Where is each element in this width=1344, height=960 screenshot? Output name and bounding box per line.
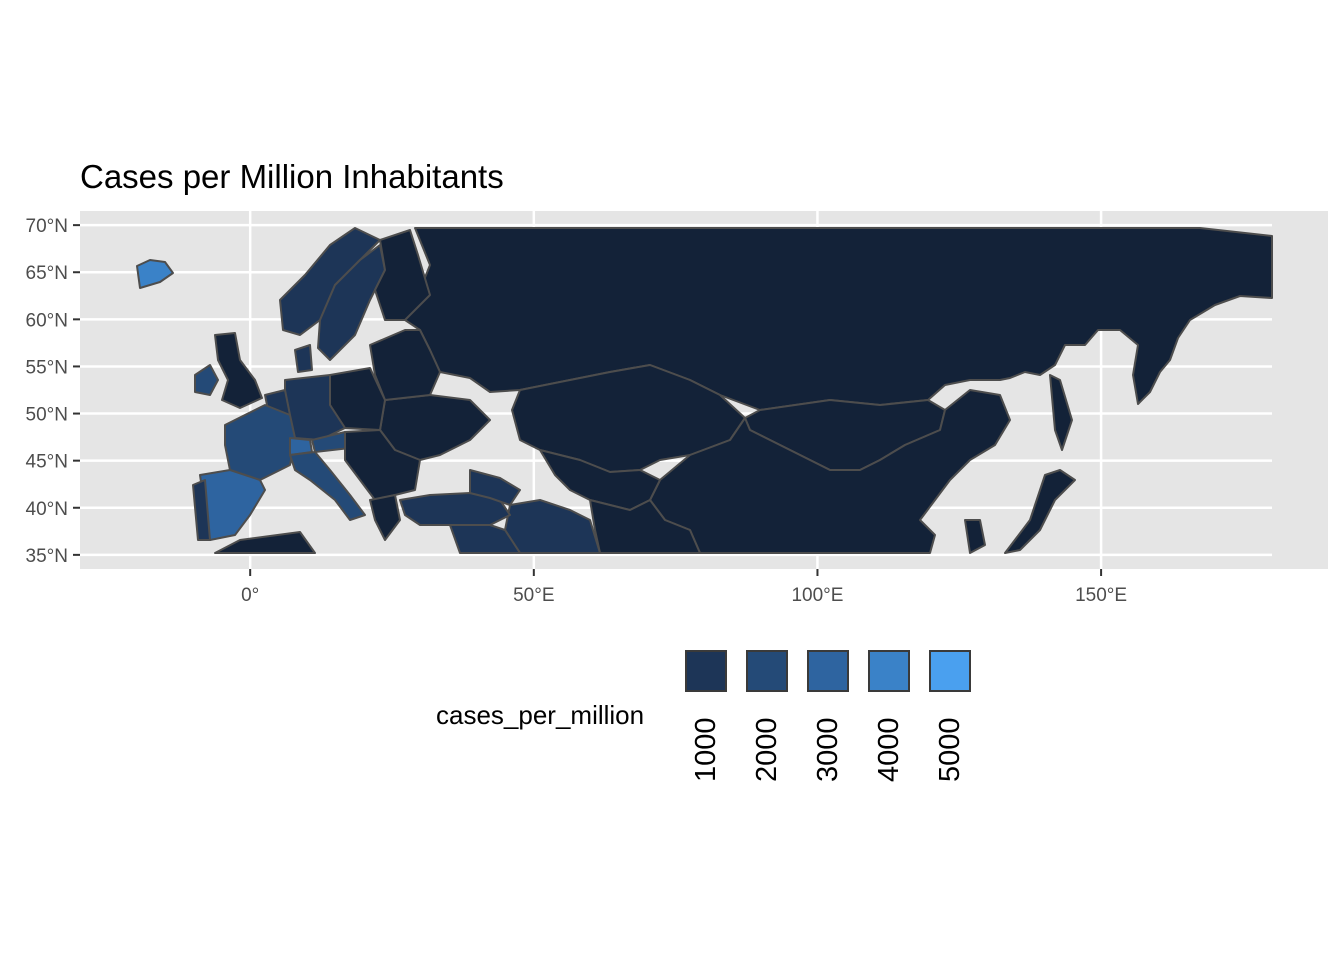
country-ireland bbox=[194, 364, 219, 396]
legend-key-label: 5000 bbox=[934, 717, 966, 782]
x-tick-label: 50°E bbox=[513, 585, 554, 606]
country-balkans bbox=[344, 429, 421, 501]
country-france bbox=[224, 404, 296, 481]
country-caucasus bbox=[469, 469, 521, 506]
legend-key-swatch bbox=[746, 650, 788, 692]
country-japan bbox=[1004, 469, 1076, 554]
country-portugal bbox=[192, 479, 211, 541]
countries-layer bbox=[136, 227, 1273, 554]
y-tick-label: 60°N bbox=[26, 310, 68, 331]
country-finland bbox=[374, 229, 431, 321]
legend-key-label: 1000 bbox=[690, 717, 722, 782]
country-italy bbox=[289, 451, 366, 521]
map-title: Cases per Million Inhabitants bbox=[80, 158, 504, 195]
y-tick-label: 45°N bbox=[26, 452, 68, 473]
country-turkey bbox=[399, 492, 511, 526]
x-tick-label: 100°E bbox=[791, 585, 843, 606]
country-greece bbox=[369, 494, 401, 541]
legend-key-swatch bbox=[929, 650, 971, 692]
y-tick-label: 65°N bbox=[26, 263, 68, 284]
country-russia bbox=[397, 227, 1273, 411]
y-tick-label: 55°N bbox=[26, 357, 68, 378]
legend-key-label: 3000 bbox=[812, 717, 844, 782]
country-north-africa bbox=[214, 531, 316, 554]
y-tick-label: 70°N bbox=[26, 216, 68, 237]
legend-key-swatch bbox=[868, 650, 910, 692]
legend-key-swatch bbox=[807, 650, 849, 692]
y-tick-label: 40°N bbox=[26, 499, 68, 520]
y-axis: 70°N 65°N 60°N 55°N 50°N 45°N 40°N 35°N bbox=[26, 216, 80, 567]
legend-key-swatch bbox=[685, 650, 727, 692]
legend-title: cases_per_million bbox=[436, 700, 645, 730]
legend-key-label: 4000 bbox=[873, 717, 905, 782]
x-axis: 0° 50°E 100°E 150°E bbox=[241, 569, 1127, 606]
country-korea bbox=[964, 519, 986, 554]
legend-key-label: 2000 bbox=[751, 717, 783, 782]
y-tick-label: 35°N bbox=[26, 546, 68, 567]
country-middle-east bbox=[449, 524, 521, 554]
y-tick-label: 50°N bbox=[26, 405, 68, 426]
country-iceland bbox=[136, 259, 174, 289]
country-kazakhstan bbox=[511, 364, 746, 473]
x-tick-label: 150°E bbox=[1075, 585, 1127, 606]
country-belarus-baltics bbox=[369, 329, 441, 401]
country-denmark bbox=[294, 344, 313, 373]
country-uk bbox=[214, 332, 263, 409]
x-tick-label: 0° bbox=[241, 585, 259, 606]
country-sakhalin bbox=[1049, 374, 1073, 451]
